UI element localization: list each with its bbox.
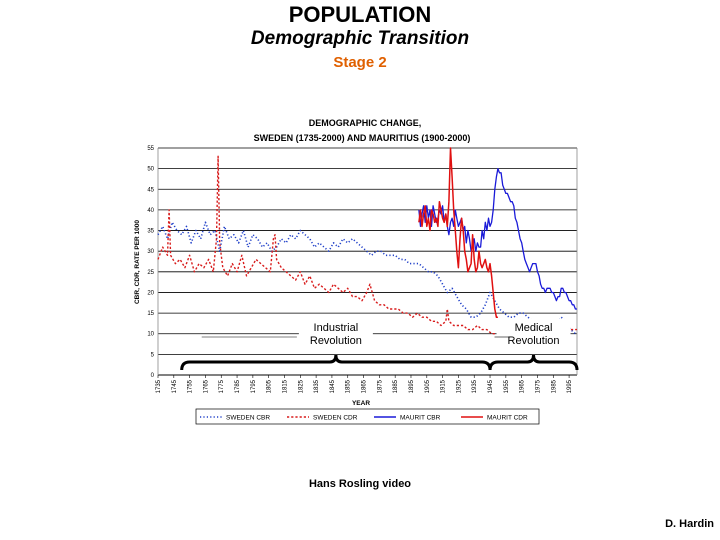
chart-legend: SWEDEN CBR SWEDEN CDR MAURIT CBR MAURIT CDR [195,408,540,425]
x-tick-label: 1815 [282,379,288,393]
x-tick-label: 1825 [298,379,304,393]
legend-label: SWEDEN CBR [226,415,270,422]
x-tick-label: 1745 [172,379,178,393]
video-credit: Hans Rosling video [308,478,412,490]
y-tick-labels: 0 5 10 15 20 25 30 35 40 45 50 55 [147,146,154,379]
slide-subtitle: Demographic Transition [250,28,470,49]
x-tick-label: 1805 [267,379,273,393]
x-tick-label: 1785 [235,379,241,393]
legend-label: SWEDEN CDR [313,415,358,422]
stage-label: Stage 2 [333,54,387,71]
series-line-sweden-cdr [157,155,577,335]
annotation-label: Industrial [314,322,359,334]
x-tick-labels: 1735 1745 1755 1765 1775 1785 1795 1805 1815 1825… [156,375,573,393]
x-tick-label: 1755 [188,379,194,393]
y-tick-label: 45 [147,187,154,193]
y-tick-label: 25 [147,270,154,276]
annotation-label: Revolution [310,335,362,347]
y-tick-label: 35 [147,229,154,235]
chart-title-line-1: DEMOGRAPHIC CHANGE, [309,118,422,128]
y-tick-label: 55 [147,146,154,152]
annotation-label: Medical [515,322,553,334]
series-line-sweden-cbr [157,221,576,335]
y-tick-label: 10 [147,332,154,338]
author-credit: D. Hardin [665,518,714,530]
y-axis-label: CBR, CDR, RATE PER 1000 [134,220,141,304]
x-tick-label: 1955 [504,379,510,393]
series-line-maurit-cdr [418,147,498,318]
x-tick-label: 1915 [441,379,447,393]
legend-label: MAURIT CBR [400,415,441,422]
x-tick-label: 1895 [409,379,415,393]
x-tick-label: 1935 [472,379,478,393]
chart-title-line-2: SWEDEN (1735-2000) AND MAURITIUS (1900-2… [254,133,471,143]
x-tick-label: 1865 [362,379,368,393]
y-tick-label: 50 [147,167,154,173]
x-tick-label: 1775 [219,379,225,393]
legend-label: MAURIT CDR [487,415,528,422]
slide-title: POPULATION [288,2,432,27]
x-tick-label: 1965 [520,379,526,393]
x-tick-label: 1985 [551,379,557,393]
annotation-brace [488,354,579,371]
annotation-box [496,319,571,351]
x-tick-label: 1975 [535,379,541,393]
x-tick-label: 1835 [314,379,320,393]
x-tick-label: 1735 [156,379,162,393]
x-tick-label: 1765 [203,379,209,393]
x-tick-label: 1995 [567,379,573,393]
chart-series [157,147,577,335]
legend-box [195,408,540,425]
x-tick-label: 1905 [425,379,431,393]
y-tick-label: 15 [147,311,154,317]
x-tick-label: 1855 [346,379,352,393]
x-tick-label: 1945 [488,379,494,393]
chart-title: DEMOGRAPHIC CHANGE, SWEDEN (1735-2000) A… [254,118,471,143]
y-tick-label: 20 [147,290,154,296]
x-axis-label: YEAR [352,400,370,407]
annotation-brace [180,354,492,371]
x-tick-label: 1875 [377,379,383,393]
y-tick-label: 30 [147,249,154,255]
x-tick-label: 1925 [456,379,462,393]
x-tick-label: 1885 [393,379,399,393]
y-tick-label: 40 [147,208,154,214]
x-tick-label: 1795 [251,379,257,393]
annotation-label: Revolution [508,335,560,347]
annotation-box [298,319,373,351]
y-tick-label: 5 [151,352,155,358]
y-tick-label: 0 [151,373,155,379]
x-tick-label: 1845 [330,379,336,393]
